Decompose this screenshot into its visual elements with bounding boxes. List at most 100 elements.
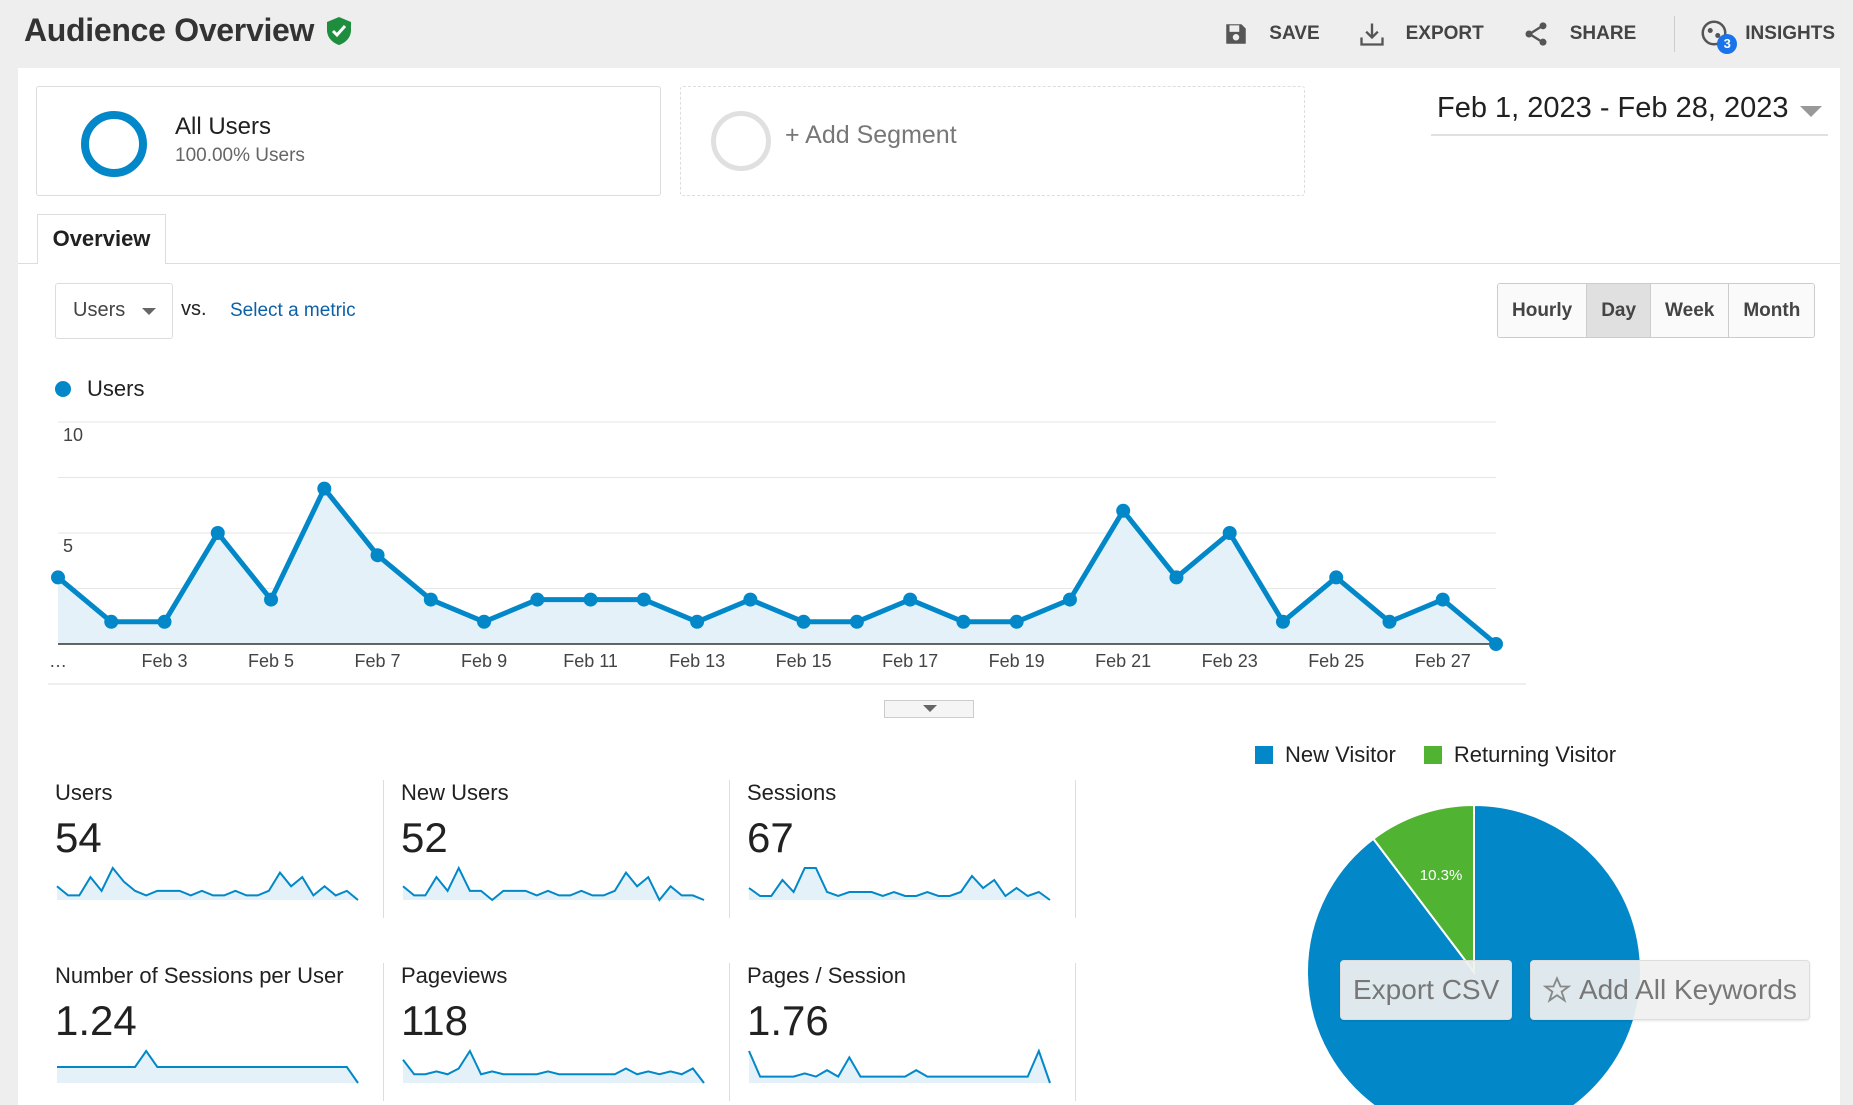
stat-value: 118 — [401, 997, 468, 1044]
data-point — [210, 526, 225, 540]
metric-select-value: Users — [73, 299, 126, 321]
stat-pages-per-session[interactable]: Pages / Session 1.76 — [747, 963, 1076, 1103]
data-point — [423, 592, 438, 607]
sparkline — [748, 1048, 1051, 1084]
y-tick-label: 10 — [63, 425, 83, 445]
data-point — [264, 592, 279, 607]
period-month-button[interactable]: Month — [1729, 284, 1815, 337]
data-point — [636, 592, 651, 607]
data-point — [1009, 614, 1024, 629]
add-segment-button[interactable]: + Add Segment — [680, 86, 1305, 196]
legend-label: Returning Visitor — [1453, 742, 1617, 767]
tab-divider — [18, 263, 1840, 264]
save-icon — [1226, 24, 1247, 44]
stat-value: 52 — [401, 814, 448, 861]
select-metric-link[interactable]: Select a metric — [230, 300, 356, 321]
x-tick-label: … — [49, 651, 67, 671]
x-tick-label: Feb 5 — [248, 651, 294, 671]
period-day-button[interactable]: Day — [1587, 284, 1652, 337]
stat-value: 1.76 — [747, 997, 829, 1044]
add-all-keywords-button[interactable]: Add All Keywords — [1530, 960, 1810, 1020]
star-icon — [1543, 976, 1571, 1003]
divider — [1075, 780, 1076, 918]
x-tick-label: Feb 13 — [669, 651, 725, 671]
insights-count-badge: 3 — [1717, 34, 1738, 54]
data-point — [956, 614, 971, 629]
data-point — [1169, 570, 1184, 585]
sparkline — [402, 865, 705, 902]
data-point — [530, 592, 545, 607]
stat-value: 1.24 — [55, 997, 137, 1044]
divider — [729, 963, 730, 1101]
sparkline-line — [402, 865, 705, 902]
sparkline-line — [57, 1049, 359, 1084]
stat-label: New Users — [401, 780, 509, 805]
sparkline-line — [402, 1048, 705, 1084]
download-icon — [1359, 23, 1384, 46]
stat-pageviews[interactable]: Pageviews 118 — [401, 963, 730, 1103]
period-hourly-button[interactable]: Hourly — [1498, 284, 1588, 337]
stat-new-users[interactable]: New Users 52 — [401, 780, 730, 920]
share-icon — [1525, 22, 1547, 46]
y-tick-label: 5 — [63, 536, 73, 556]
chart-expand-button[interactable] — [884, 700, 974, 718]
divider — [729, 780, 730, 918]
visitor-pie-chart: 89.7%10.3% — [1306, 803, 1642, 1105]
segment-all-users[interactable]: All Users 100.00% Users — [36, 86, 661, 196]
x-tick-label: Feb 21 — [1095, 651, 1151, 671]
save-button[interactable]: SAVE — [1223, 21, 1320, 47]
segment-name: All Users — [175, 113, 272, 140]
legend-dot-icon — [55, 381, 71, 397]
tab-overview[interactable]: Overview — [37, 214, 166, 264]
vs-label: vs. — [181, 298, 207, 320]
share-label: SHARE — [1569, 23, 1637, 44]
legend-swatch — [1255, 746, 1273, 764]
export-csv-button[interactable]: Export CSV — [1340, 960, 1513, 1020]
x-tick-label: Feb 9 — [461, 651, 507, 671]
data-point — [1329, 570, 1344, 585]
data-point — [1275, 614, 1290, 629]
stat-users[interactable]: Users 54 — [55, 780, 384, 920]
stat-sessions-per-user[interactable]: Number of Sessions per User 1.24 — [55, 963, 384, 1103]
share-button[interactable]: SHARE — [1522, 20, 1637, 48]
stat-sessions[interactable]: Sessions 67 — [747, 780, 1076, 920]
data-point — [583, 592, 598, 607]
data-point — [1116, 503, 1131, 518]
header-actions: SAVE EXPORT SHARE 3 INSIGHTS — [1185, 16, 1835, 54]
date-range-picker[interactable]: Feb 1, 2023 - Feb 28, 2023 — [1431, 88, 1828, 136]
segment-percentage: 100.00% Users — [175, 145, 305, 166]
data-point — [51, 570, 65, 585]
data-point — [317, 481, 332, 496]
sparkline — [57, 1049, 359, 1084]
verified-shield-icon — [327, 16, 352, 45]
sparkline — [56, 866, 359, 901]
legend-new-visitor[interactable]: New Visitor — [1255, 742, 1396, 768]
data-point — [477, 614, 492, 629]
metric-select[interactable]: Users — [55, 283, 173, 339]
x-tick-label: Feb 27 — [1415, 651, 1471, 671]
legend-returning-visitor[interactable]: Returning Visitor — [1423, 742, 1617, 768]
data-point — [690, 614, 705, 629]
export-label: EXPORT — [1405, 23, 1484, 44]
stat-label: Pageviews — [401, 963, 508, 988]
divider — [383, 963, 384, 1101]
page-title: Audience Overview — [24, 12, 352, 49]
sparkline-area — [749, 1051, 1050, 1083]
stat-label: Number of Sessions per User — [55, 963, 344, 988]
x-tick-label: Feb 11 — [563, 651, 618, 671]
insights-button[interactable]: 3 INSIGHTS — [1674, 16, 1835, 54]
report-panel: All Users 100.00% Users + Add Segment Fe… — [18, 68, 1840, 1105]
period-week-button[interactable]: Week — [1651, 284, 1730, 337]
page-title-text: Audience Overview — [24, 12, 315, 48]
series-line-users — [56, 486, 1498, 646]
export-button[interactable]: EXPORT — [1358, 20, 1484, 48]
empty-segment-ring-icon — [711, 111, 771, 171]
divider — [1674, 16, 1676, 52]
chevron-down-icon — [142, 308, 156, 315]
x-tick-label: Feb 3 — [142, 651, 188, 671]
sparkline-area — [749, 868, 1050, 900]
stat-label: Users — [55, 780, 113, 805]
save-label: SAVE — [1269, 23, 1320, 44]
pie-slice-returning-visitor — [1371, 803, 1475, 975]
x-tick-label: Feb 17 — [882, 651, 938, 671]
